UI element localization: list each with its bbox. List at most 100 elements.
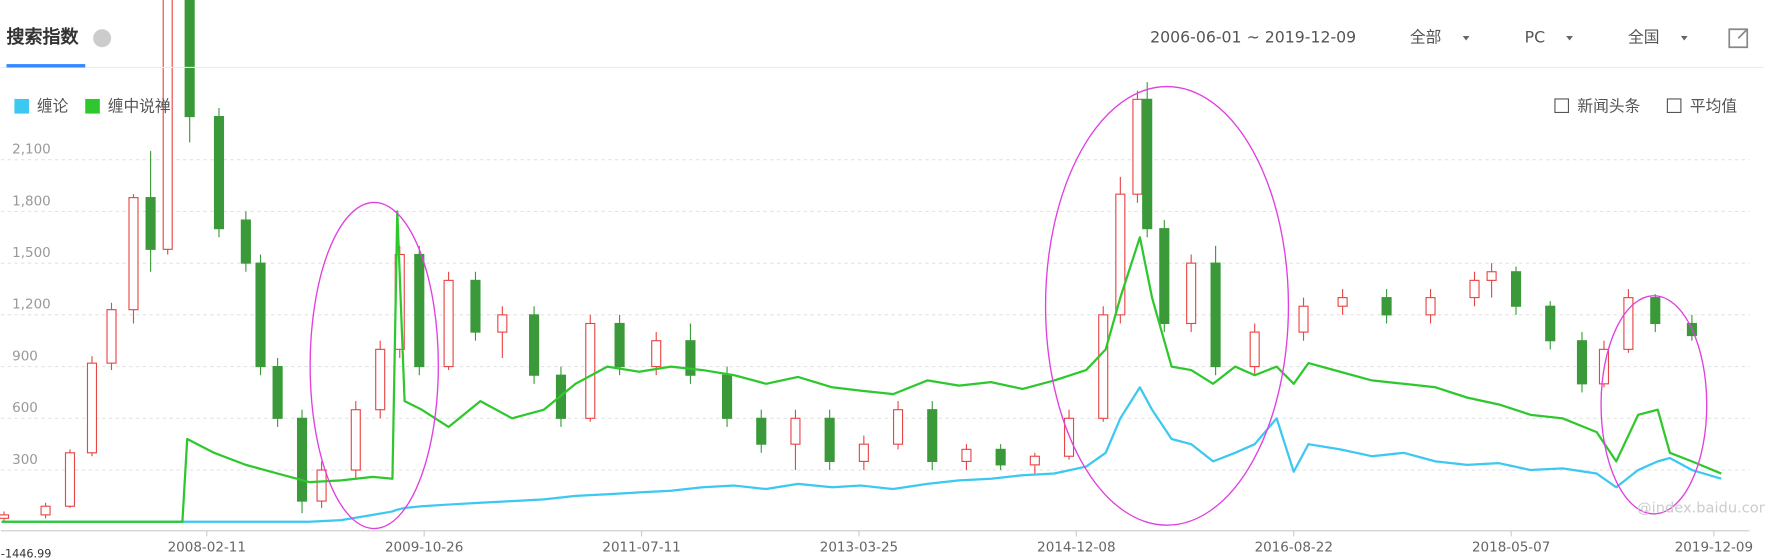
candle-body — [1298, 305, 1309, 333]
candle-body — [414, 253, 425, 368]
y-tick-label: 300 — [12, 452, 38, 468]
option-label[interactable]: 新闻头条 — [1577, 96, 1640, 115]
x-tick-label: 2013-03-25 — [820, 540, 898, 556]
candle-body — [585, 322, 596, 419]
candle-body — [529, 314, 540, 376]
candle-body — [0, 514, 10, 519]
y-tick-label: 1,500 — [12, 245, 51, 261]
x-tick-label: 2014-12-08 — [1037, 540, 1115, 556]
legend-label: 缠中说禅 — [108, 96, 171, 115]
candle-body — [651, 340, 662, 368]
grid: 300 600 900 1,200 1,500 1,800 2,100 2008-02-11 2… — [0, 142, 1753, 556]
export-icon[interactable] — [1728, 28, 1749, 49]
series-line — [1, 210, 1722, 523]
x-tick-label: 2018-05-07 — [1472, 540, 1550, 556]
corner-label: -1446.99 — [1, 547, 52, 560]
highlight-ellipse — [309, 201, 439, 530]
tab-title[interactable]: 搜索指数 — [7, 26, 80, 48]
candle-body — [443, 279, 454, 368]
candle-body — [1115, 193, 1126, 316]
candle-body — [892, 409, 904, 445]
y-tick-label: 900 — [12, 348, 38, 364]
candle-body — [995, 448, 1006, 466]
candle-body — [1545, 305, 1556, 342]
candle-body — [296, 417, 308, 502]
candle-body — [40, 505, 51, 516]
legend-label: 缠论 — [37, 96, 69, 115]
candle-body — [64, 452, 76, 507]
candle-body — [497, 314, 508, 333]
candle-body — [1425, 297, 1436, 316]
candle-body — [86, 362, 98, 454]
candle-body — [470, 279, 481, 333]
candle-body — [128, 197, 139, 311]
candle-body — [1142, 98, 1153, 230]
candle-body — [1469, 279, 1480, 299]
candle-body — [184, 0, 195, 118]
candle-body — [350, 409, 361, 471]
candle-body — [1210, 262, 1221, 368]
candle-body — [240, 219, 251, 264]
x-tick-label: 2019-12-09 — [1675, 540, 1753, 556]
candle-body — [1132, 98, 1143, 195]
candle-body — [1650, 297, 1661, 325]
checkbox[interactable] — [1554, 98, 1570, 114]
candle-body — [145, 197, 156, 250]
candle-body — [375, 348, 386, 411]
candle-body — [255, 262, 266, 368]
x-tick-label: 2016-08-22 — [1255, 540, 1333, 556]
legend: 缠论 缠中说禅 — [14, 96, 171, 115]
checkbox[interactable] — [1666, 98, 1682, 114]
legend-swatch — [14, 98, 30, 114]
candle-body — [722, 374, 733, 419]
y-tick-label: 600 — [12, 400, 38, 416]
candle-body — [824, 417, 835, 462]
candle-body — [858, 443, 869, 462]
x-tick-label: 2011-07-11 — [602, 540, 680, 556]
dropdown-arrow — [1462, 35, 1470, 41]
candle-body — [1486, 271, 1497, 281]
candle-body — [790, 417, 801, 445]
watermark: @index.baidu.com — [1637, 499, 1765, 516]
candle-body — [685, 340, 696, 376]
candle-body — [272, 366, 283, 419]
highlight-ellipse — [1600, 295, 1708, 515]
help-icon[interactable] — [93, 29, 112, 48]
plot — [0, 0, 1722, 523]
filter[interactable]: PC — [1525, 28, 1545, 47]
candle-body — [1381, 297, 1392, 316]
candle-body — [106, 309, 117, 364]
candle-body — [1186, 262, 1197, 325]
date-range[interactable]: 2006-06-01 ~ 2019-12-09 — [1150, 28, 1356, 47]
candle-body — [1623, 297, 1634, 350]
candle-body — [162, 0, 173, 250]
x-tick-label: 2009-10-26 — [385, 540, 463, 556]
dropdown-arrow — [1680, 35, 1688, 41]
candle-body — [961, 448, 972, 462]
legend-swatch — [85, 98, 100, 114]
candle-body — [927, 409, 938, 462]
candle-body — [1510, 271, 1522, 307]
highlight-ellipse — [1044, 85, 1290, 526]
filter[interactable]: 全部 — [1410, 28, 1441, 47]
dropdown-arrow — [1566, 35, 1573, 41]
candle-body — [614, 322, 625, 368]
y-tick-label: 1,800 — [12, 193, 51, 209]
candle-body — [316, 469, 327, 502]
candle-body — [1098, 314, 1109, 419]
option-label[interactable]: 平均值 — [1690, 96, 1737, 115]
candle-body — [1337, 297, 1348, 307]
filter[interactable]: 全国 — [1628, 28, 1659, 47]
candle-body — [213, 116, 225, 230]
y-tick-label: 2,100 — [12, 142, 51, 158]
candle-body — [1249, 331, 1260, 368]
x-tick-label: 2008-02-11 — [168, 540, 246, 556]
tab-underline — [6, 64, 86, 68]
candle-body — [1576, 340, 1588, 385]
candle-body — [1029, 455, 1040, 466]
y-tick-label: 1,200 — [12, 297, 51, 313]
series-line — [1, 386, 1722, 523]
candle-body — [756, 417, 767, 445]
